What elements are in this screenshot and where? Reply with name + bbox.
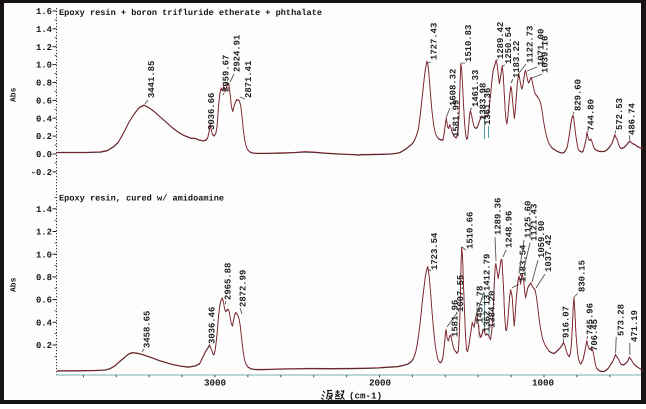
svg-text:2000: 2000 <box>369 378 391 389</box>
svg-text:744.80: 744.80 <box>587 99 597 131</box>
svg-text:1581.99: 1581.99 <box>452 100 462 137</box>
svg-text:916.07: 916.07 <box>562 306 572 338</box>
svg-text:3036.66: 3036.66 <box>207 93 217 130</box>
svg-text:1510.66: 1510.66 <box>466 212 476 249</box>
svg-text:0.2: 0.2 <box>36 341 52 351</box>
svg-text:1.2: 1.2 <box>36 43 52 53</box>
svg-text:0.4: 0.4 <box>36 318 53 328</box>
svg-text:3036.46: 3036.46 <box>208 307 218 344</box>
svg-text:1039.16: 1039.16 <box>541 36 551 73</box>
svg-text:2959.67: 2959.67 <box>222 55 232 92</box>
svg-text:Abs: Abs <box>10 87 19 102</box>
svg-text:3000: 3000 <box>204 378 226 389</box>
svg-text:706.45: 706.45 <box>590 319 600 351</box>
svg-text:0.0: 0.0 <box>36 150 52 160</box>
svg-text:471.19: 471.19 <box>630 310 640 342</box>
svg-text:1.4: 1.4 <box>36 25 53 35</box>
svg-text:830.15: 830.15 <box>578 260 588 292</box>
svg-text:1.0: 1.0 <box>36 61 52 71</box>
svg-text:Epoxy resin + boron trifluride: Epoxy resin + boron trifluride etherate … <box>59 8 322 18</box>
svg-text:1581.96: 1581.96 <box>451 300 461 337</box>
svg-text:1.2: 1.2 <box>36 228 52 238</box>
svg-text:2965.88: 2965.88 <box>224 263 234 300</box>
svg-text:(cm-1): (cm-1) <box>349 391 382 402</box>
svg-text:Abs: Abs <box>10 277 19 292</box>
svg-text:2871.41: 2871.41 <box>244 61 254 98</box>
svg-text:1.6: 1.6 <box>36 7 52 17</box>
svg-text:0.6: 0.6 <box>36 97 52 107</box>
svg-text:1412.79: 1412.79 <box>483 254 493 291</box>
svg-text:1122.73: 1122.73 <box>526 26 536 63</box>
svg-text:0.8: 0.8 <box>36 79 52 89</box>
svg-text:1723.54: 1723.54 <box>430 232 440 270</box>
svg-text:1037.42: 1037.42 <box>544 235 554 272</box>
svg-text:0.8: 0.8 <box>36 273 52 283</box>
svg-text:1361.36: 1361.36 <box>483 88 493 125</box>
svg-text:486.74: 486.74 <box>628 102 638 135</box>
svg-text:573.28: 573.28 <box>617 304 627 336</box>
svg-text:1.0: 1.0 <box>36 250 52 260</box>
svg-text:0.6: 0.6 <box>36 296 52 306</box>
svg-text:572.53: 572.53 <box>615 98 625 130</box>
svg-text:1248.96: 1248.96 <box>505 211 515 248</box>
svg-text:1183.22: 1183.22 <box>512 41 522 78</box>
svg-text:0.2: 0.2 <box>36 132 52 142</box>
svg-text:3458.65: 3458.65 <box>143 311 153 348</box>
svg-text:1.4: 1.4 <box>36 205 53 215</box>
svg-text:829.60: 829.60 <box>574 79 584 111</box>
svg-text:1000: 1000 <box>532 378 554 389</box>
svg-text:2924.91: 2924.91 <box>233 35 243 72</box>
svg-text:1727.43: 1727.43 <box>430 23 440 60</box>
svg-text:-0.2: -0.2 <box>31 168 52 178</box>
svg-text:0.4: 0.4 <box>36 114 53 124</box>
svg-text:1289.36: 1289.36 <box>494 198 504 235</box>
svg-text:3441.85: 3441.85 <box>147 61 157 98</box>
svg-text:1510.83: 1510.83 <box>464 25 474 62</box>
svg-text:2872.99: 2872.99 <box>239 270 249 307</box>
svg-text:Epoxy resin, cured w/ amidoami: Epoxy resin, cured w/ amidoamine <box>59 194 224 204</box>
svg-text:1362.13: 1362.13 <box>483 295 493 332</box>
